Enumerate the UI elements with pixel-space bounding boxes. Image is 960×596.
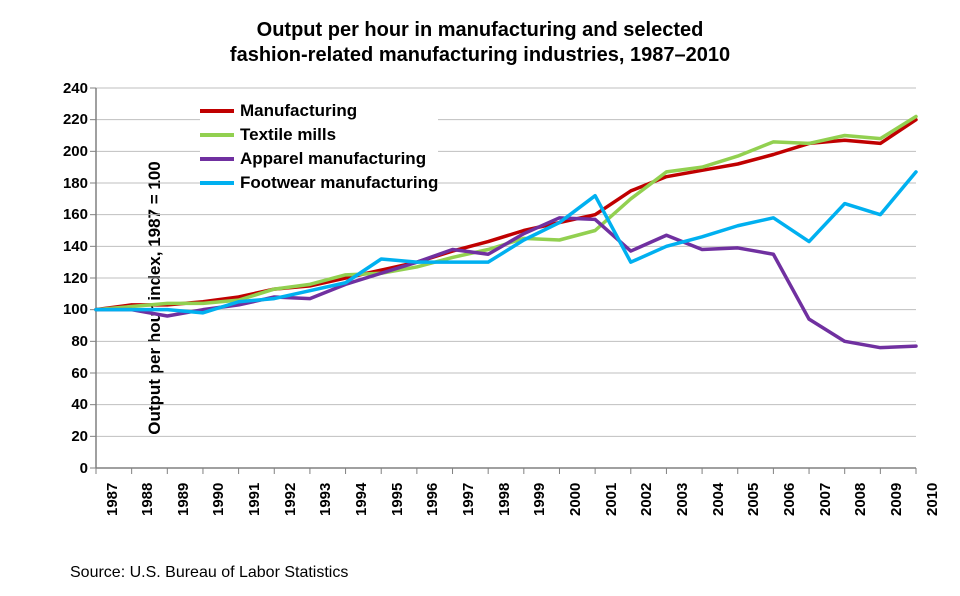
- xtick-label: 1990: [210, 483, 227, 516]
- xtick-label: 1999: [531, 483, 548, 516]
- xtick-label: 2000: [567, 483, 584, 516]
- legend-item: Manufacturing: [200, 99, 438, 122]
- xtick-label: 2010: [924, 483, 941, 516]
- xtick-label: 2001: [603, 483, 620, 516]
- xtick-label: 2002: [638, 483, 655, 516]
- ytick-label: 200: [48, 143, 88, 160]
- ytick-label: 100: [48, 301, 88, 318]
- ytick-label: 140: [48, 238, 88, 255]
- xtick-label: 1991: [246, 483, 263, 516]
- ytick-label: 0: [48, 460, 88, 477]
- xtick-label: 1995: [389, 483, 406, 516]
- legend-swatch: [200, 109, 234, 113]
- xtick-label: 2003: [674, 483, 691, 516]
- xtick-label: 1987: [104, 483, 121, 516]
- xtick-label: 2005: [745, 483, 762, 516]
- ytick-label: 220: [48, 111, 88, 128]
- xtick-label: 1997: [460, 483, 477, 516]
- ytick-label: 160: [48, 206, 88, 223]
- ytick-label: 240: [48, 80, 88, 97]
- chart-container: Output per hour in manufacturing and sel…: [0, 0, 960, 596]
- legend: Manufacturing Textile mills Apparel manufa…: [200, 98, 438, 195]
- xtick-label: 1992: [282, 483, 299, 516]
- xtick-label: 1989: [175, 483, 192, 516]
- ytick-label: 120: [48, 270, 88, 287]
- legend-label: Apparel manufacturing: [240, 149, 426, 169]
- xtick-label: 1998: [496, 483, 513, 516]
- legend-swatch: [200, 133, 234, 137]
- ytick-label: 20: [48, 428, 88, 445]
- xtick-label: 2008: [852, 483, 869, 516]
- source-text: Source: U.S. Bureau of Labor Statistics: [70, 564, 348, 582]
- xtick-label: 1994: [353, 483, 370, 516]
- xtick-label: 2007: [817, 483, 834, 516]
- legend-item: Apparel manufacturing: [200, 147, 438, 170]
- legend-swatch: [200, 181, 234, 185]
- xtick-label: 2006: [781, 483, 798, 516]
- ytick-label: 40: [48, 396, 88, 413]
- xtick-label: 2004: [710, 483, 727, 516]
- xtick-label: 1988: [139, 483, 156, 516]
- legend-item: Textile mills: [200, 123, 438, 146]
- legend-label: Footwear manufacturing: [240, 173, 438, 193]
- xtick-label: 2009: [888, 483, 905, 516]
- ytick-label: 80: [48, 333, 88, 350]
- legend-label: Textile mills: [240, 125, 336, 145]
- ytick-label: 180: [48, 175, 88, 192]
- ytick-label: 60: [48, 365, 88, 382]
- legend-item: Footwear manufacturing: [200, 171, 438, 194]
- xtick-label: 1996: [424, 483, 441, 516]
- legend-swatch: [200, 157, 234, 161]
- xtick-label: 1993: [317, 483, 334, 516]
- legend-label: Manufacturing: [240, 101, 357, 121]
